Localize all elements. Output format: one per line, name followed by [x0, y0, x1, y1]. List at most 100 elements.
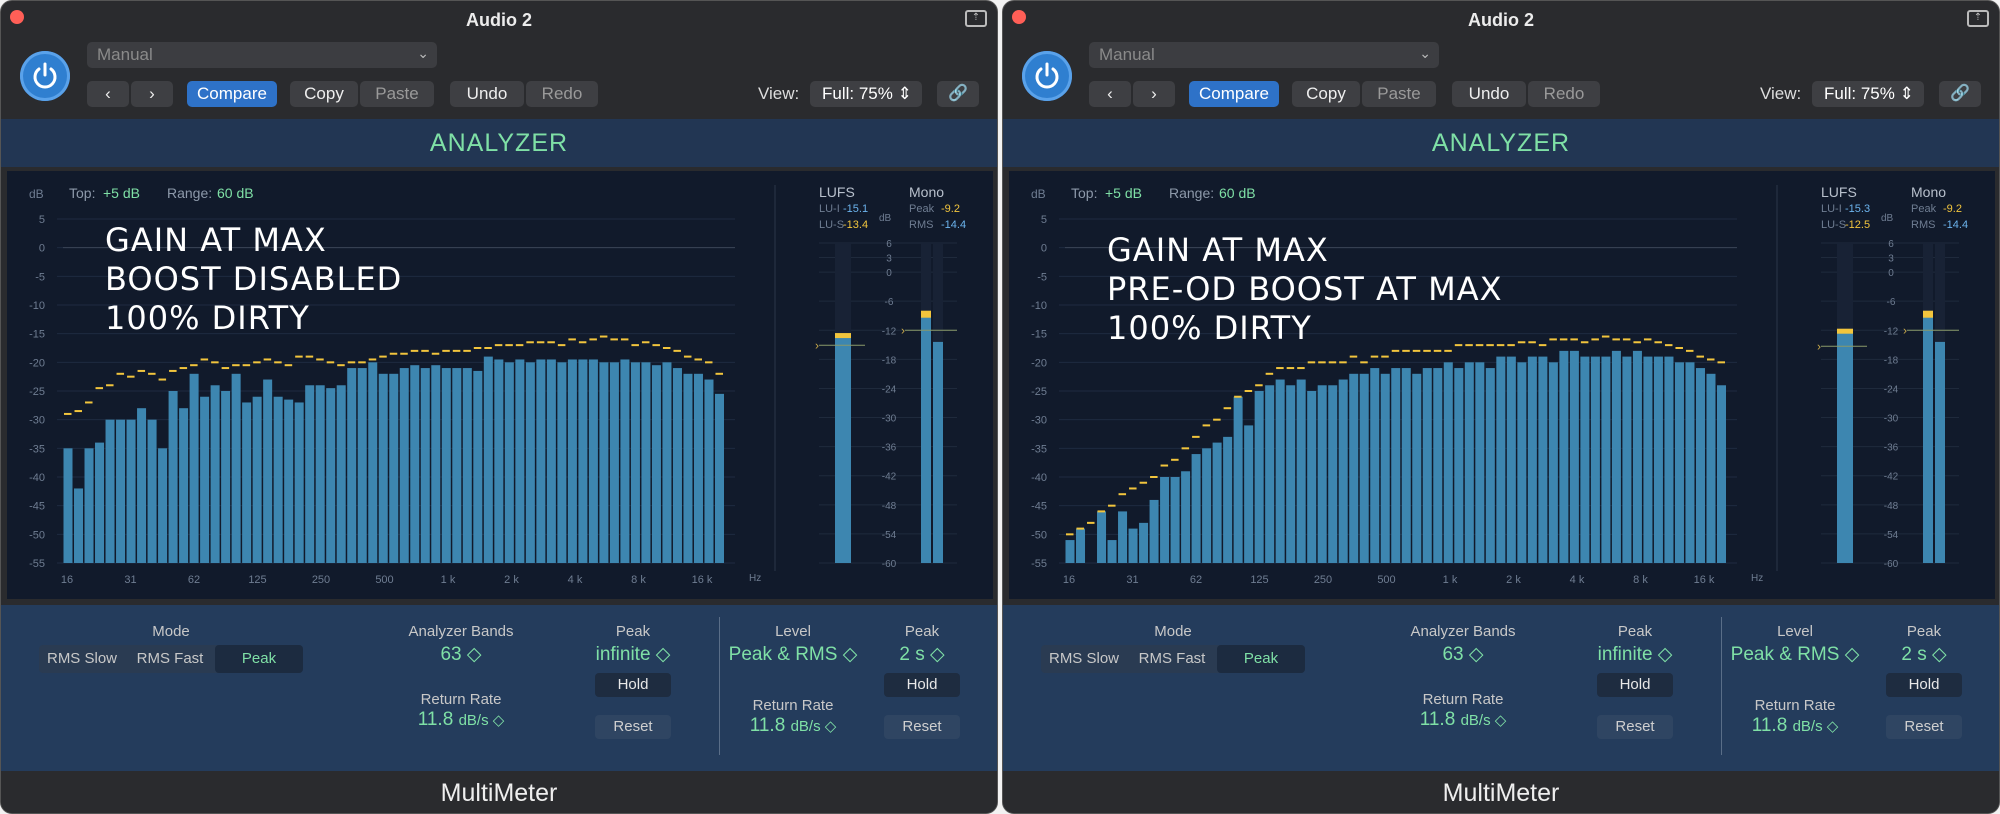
peak-hold-marker — [1591, 338, 1599, 341]
spectrum-bar — [147, 419, 157, 563]
hold-button[interactable]: Hold — [595, 673, 671, 697]
return-rate-number: 11.8 — [1419, 709, 1456, 730]
peak-hold-select[interactable]: infinite ◇ — [595, 644, 671, 665]
peak-hold-marker — [242, 364, 251, 367]
mode-segmented-control[interactable]: RMS Slow RMS Fast Peak — [39, 645, 303, 673]
analyzer-display: dB Top: +5 dB Range: 60 dB 5 0 -5 -10 -15 -20 -25 -3… — [7, 171, 993, 599]
compare-button[interactable]: Compare — [187, 81, 277, 107]
copy-button[interactable]: Copy — [290, 81, 358, 107]
meter-scale-label: -48 — [1884, 501, 1899, 512]
hold-button[interactable]: Hold — [1597, 673, 1673, 697]
level-select[interactable]: Peak & RMS ◇ — [1730, 644, 1860, 665]
peak-hold-marker — [253, 361, 261, 364]
close-button[interactable] — [1012, 10, 1026, 24]
preset-select[interactable]: Manual ⌄ — [87, 42, 437, 68]
peak-hold-marker — [1349, 355, 1358, 358]
peak-hold-marker — [1286, 367, 1295, 370]
peak-hold-marker — [526, 341, 534, 344]
mode-peak[interactable]: Peak — [1217, 645, 1305, 673]
reset-2-button[interactable]: Reset — [1886, 715, 1962, 739]
x-tick-label: 31 — [1126, 574, 1138, 586]
x-tick-label: 125 — [248, 574, 266, 586]
x-tick-label: 62 — [188, 574, 200, 586]
peak-hold-marker — [1276, 367, 1284, 370]
view-select[interactable]: Full: 75% ⇕ — [810, 81, 922, 107]
peak-hold-marker — [1696, 355, 1704, 358]
lufs-label: LUFS — [1821, 184, 1857, 200]
spectrum-bar — [1464, 362, 1474, 563]
hold-2-button[interactable]: Hold — [1886, 673, 1962, 697]
mode-peak[interactable]: Peak — [215, 645, 303, 673]
mode-rms-fast[interactable]: RMS Fast — [136, 650, 204, 667]
peak-hold-select[interactable]: infinite ◇ — [1597, 644, 1673, 665]
reset-button[interactable]: Reset — [595, 715, 671, 739]
mono-label: Mono — [909, 184, 944, 200]
previous-preset-button[interactable]: ‹ — [87, 81, 129, 107]
paste-button[interactable]: Paste — [360, 81, 434, 107]
undo-button[interactable]: Undo — [450, 81, 524, 107]
spectrum-bar — [662, 362, 672, 563]
spectrum-bar — [200, 396, 210, 563]
return-rate-value[interactable]: 11.8 dB/s ◇ — [381, 709, 541, 731]
mode-rms-fast[interactable]: RMS Fast — [1138, 650, 1206, 667]
spectrum-bar — [399, 368, 409, 563]
expand-icon[interactable]: ⇡ — [965, 10, 987, 27]
peak-hold-marker — [1654, 341, 1662, 344]
link-icon[interactable]: 🔗 — [937, 81, 979, 107]
spectrum-bar — [441, 368, 451, 563]
return-rate-value[interactable]: 11.8 dB/s ◇ — [1383, 709, 1543, 731]
lufs-meter-bar — [835, 337, 851, 563]
return-rate-2-value[interactable]: 11.8 dB/s ◇ — [713, 715, 873, 737]
meter-scale-label: -30 — [1884, 414, 1899, 425]
expand-icon[interactable]: ⇡ — [1967, 10, 1989, 27]
peak-hold-marker — [368, 358, 377, 361]
analyzer-bands-value[interactable]: 63 ◇ — [1442, 644, 1484, 665]
spectrum-bar — [116, 419, 126, 563]
next-preset-button[interactable]: › — [1133, 81, 1175, 107]
y-tick-label: -10 — [29, 300, 45, 312]
top-value: +5 dB — [103, 185, 140, 201]
peak-value: -9.2 — [941, 203, 960, 215]
analyzer-bands-value[interactable]: 63 ◇ — [440, 644, 482, 665]
undo-button[interactable]: Undo — [1452, 81, 1526, 107]
redo-button[interactable]: Redo — [526, 81, 598, 107]
y-tick-label: -55 — [29, 558, 45, 570]
spectrum-bar — [420, 368, 430, 563]
power-button[interactable] — [20, 51, 70, 101]
peak-2-select[interactable]: 2 s ◇ — [1901, 644, 1947, 665]
mode-segmented-control[interactable]: RMS Slow RMS Fast Peak — [1041, 645, 1305, 673]
redo-button[interactable]: Redo — [1528, 81, 1600, 107]
paste-button[interactable]: Paste — [1362, 81, 1436, 107]
meter-scale-label: 3 — [886, 254, 892, 265]
mode-rms-slow[interactable]: RMS Slow — [46, 650, 117, 667]
range-value: 60 dB — [1219, 185, 1256, 201]
copy-button[interactable]: Copy — [1292, 81, 1360, 107]
link-icon[interactable]: 🔗 — [1939, 81, 1981, 107]
view-select[interactable]: Full: 75% ⇕ — [1812, 81, 1924, 107]
return-rate-2-value[interactable]: 11.8 dB/s ◇ — [1715, 715, 1875, 737]
peak-2-select[interactable]: 2 s ◇ — [899, 644, 945, 665]
close-button[interactable] — [10, 10, 24, 24]
peak-hold-marker — [452, 349, 461, 352]
y-tick-label: -15 — [29, 329, 45, 341]
peak-hold-marker — [1601, 335, 1610, 338]
reset-button[interactable]: Reset — [1597, 715, 1673, 739]
lufs-peak-cap — [835, 333, 851, 339]
compare-button[interactable]: Compare — [1189, 81, 1279, 107]
peak-hold-marker — [1559, 338, 1568, 341]
preset-select[interactable]: Manual ⌄ — [1089, 42, 1439, 68]
spectrum-bar — [1580, 356, 1590, 563]
spectrum-bar — [1653, 356, 1663, 563]
peak-hold-marker — [1549, 338, 1557, 341]
mode-rms-slow[interactable]: RMS Slow — [1048, 650, 1119, 667]
peak-hold-marker — [263, 358, 272, 361]
hold-2-button[interactable]: Hold — [884, 673, 960, 697]
x-tick-label: 16 k — [1694, 574, 1715, 586]
next-preset-button[interactable]: › — [131, 81, 173, 107]
power-button[interactable] — [1022, 51, 1072, 101]
mono-peak-cap — [1923, 310, 1933, 318]
spectrum-bar — [368, 362, 378, 563]
level-select[interactable]: Peak & RMS ◇ — [728, 644, 858, 665]
previous-preset-button[interactable]: ‹ — [1089, 81, 1131, 107]
reset-2-button[interactable]: Reset — [884, 715, 960, 739]
